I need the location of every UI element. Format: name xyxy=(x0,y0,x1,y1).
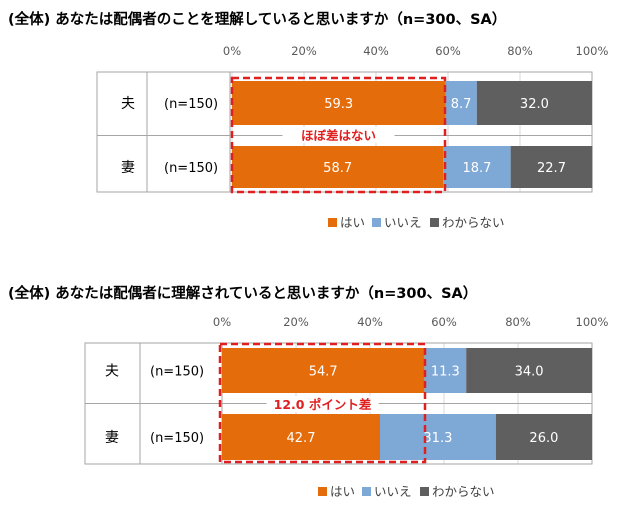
x-tick-label: 100% xyxy=(576,315,609,329)
x-tick-label: 60% xyxy=(431,315,457,329)
x-tick-label: 80% xyxy=(505,315,531,329)
data-label: 34.0 xyxy=(515,365,544,380)
chart-title: (全体) あなたは配偶者のことを理解していると思いますか（n=300、SA） xyxy=(8,10,506,28)
data-label: 22.7 xyxy=(537,161,566,176)
highlight-box xyxy=(230,76,447,194)
bar-segment xyxy=(466,348,592,393)
x-tick-label: 40% xyxy=(357,315,383,329)
data-label: 59.3 xyxy=(324,97,353,112)
legend-swatch xyxy=(328,218,337,227)
category-label: 夫 xyxy=(121,96,135,112)
annotation-background xyxy=(282,127,395,143)
legend-label: いいえ xyxy=(384,215,422,230)
legend-swatch xyxy=(420,487,429,496)
sample-size-label: (n=150) xyxy=(164,97,218,112)
annotation-background xyxy=(266,396,379,412)
category-label: 妻 xyxy=(121,160,135,176)
sample-size-label: (n=150) xyxy=(150,431,204,446)
highlight-box xyxy=(218,342,427,464)
legend-swatch xyxy=(318,487,327,496)
bar-segment xyxy=(379,414,496,460)
legend-label: わからない xyxy=(432,484,495,499)
x-tick-label: 60% xyxy=(435,44,461,58)
data-label: 32.0 xyxy=(520,97,549,112)
sample-size-label: (n=150) xyxy=(150,365,204,380)
annotation-text: 12.0 ポイント差 xyxy=(274,397,372,412)
bar-segment xyxy=(443,146,511,188)
chart-2: (全体) あなたは配偶者に理解されていると思いますか（n=300、SA） 0% 20… xyxy=(8,284,609,499)
legend-label: はい xyxy=(340,215,365,230)
bar-segment xyxy=(495,414,592,460)
chart-1: (全体) あなたは配偶者のことを理解していると思いますか（n=300、SA） 0%… xyxy=(8,10,609,230)
bar-segment xyxy=(232,81,446,125)
bar-segment xyxy=(222,348,425,393)
bar-segment xyxy=(222,414,380,460)
x-tick-label: 0% xyxy=(213,315,231,329)
data-label: 8.7 xyxy=(451,97,472,112)
data-label: 54.7 xyxy=(309,365,338,380)
data-label: 31.3 xyxy=(423,431,452,446)
bar-segment xyxy=(445,81,477,125)
table-frame xyxy=(96,71,593,193)
data-label: 58.7 xyxy=(323,161,352,176)
legend-label: はい xyxy=(330,484,355,499)
chart-title: (全体) あなたは配偶者に理解されていると思いますか（n=300、SA） xyxy=(8,284,477,302)
data-label: 18.7 xyxy=(463,161,492,176)
x-tick-label: 0% xyxy=(223,44,241,58)
x-tick-label: 100% xyxy=(576,44,609,58)
bar-segment xyxy=(232,146,444,188)
legend-label: わからない xyxy=(442,215,505,230)
x-tick-label: 20% xyxy=(283,315,309,329)
category-label: 妻 xyxy=(105,430,119,446)
data-label: 26.0 xyxy=(529,431,558,446)
bar-segment xyxy=(476,81,592,125)
sample-size-label: (n=150) xyxy=(164,161,218,176)
x-tick-label: 20% xyxy=(291,44,317,58)
bar-segment xyxy=(510,146,593,188)
legend-label: いいえ xyxy=(374,484,412,499)
annotation-text: ほぼ差はない xyxy=(301,128,376,143)
legend-swatch xyxy=(362,487,371,496)
data-label: 11.3 xyxy=(431,365,460,380)
bar-segment xyxy=(424,348,467,393)
legend-swatch xyxy=(430,218,439,227)
legend-swatch xyxy=(372,218,381,227)
x-tick-label: 40% xyxy=(363,44,389,58)
category-label: 夫 xyxy=(105,364,119,380)
x-tick-label: 80% xyxy=(507,44,533,58)
data-label: 42.7 xyxy=(287,431,316,446)
